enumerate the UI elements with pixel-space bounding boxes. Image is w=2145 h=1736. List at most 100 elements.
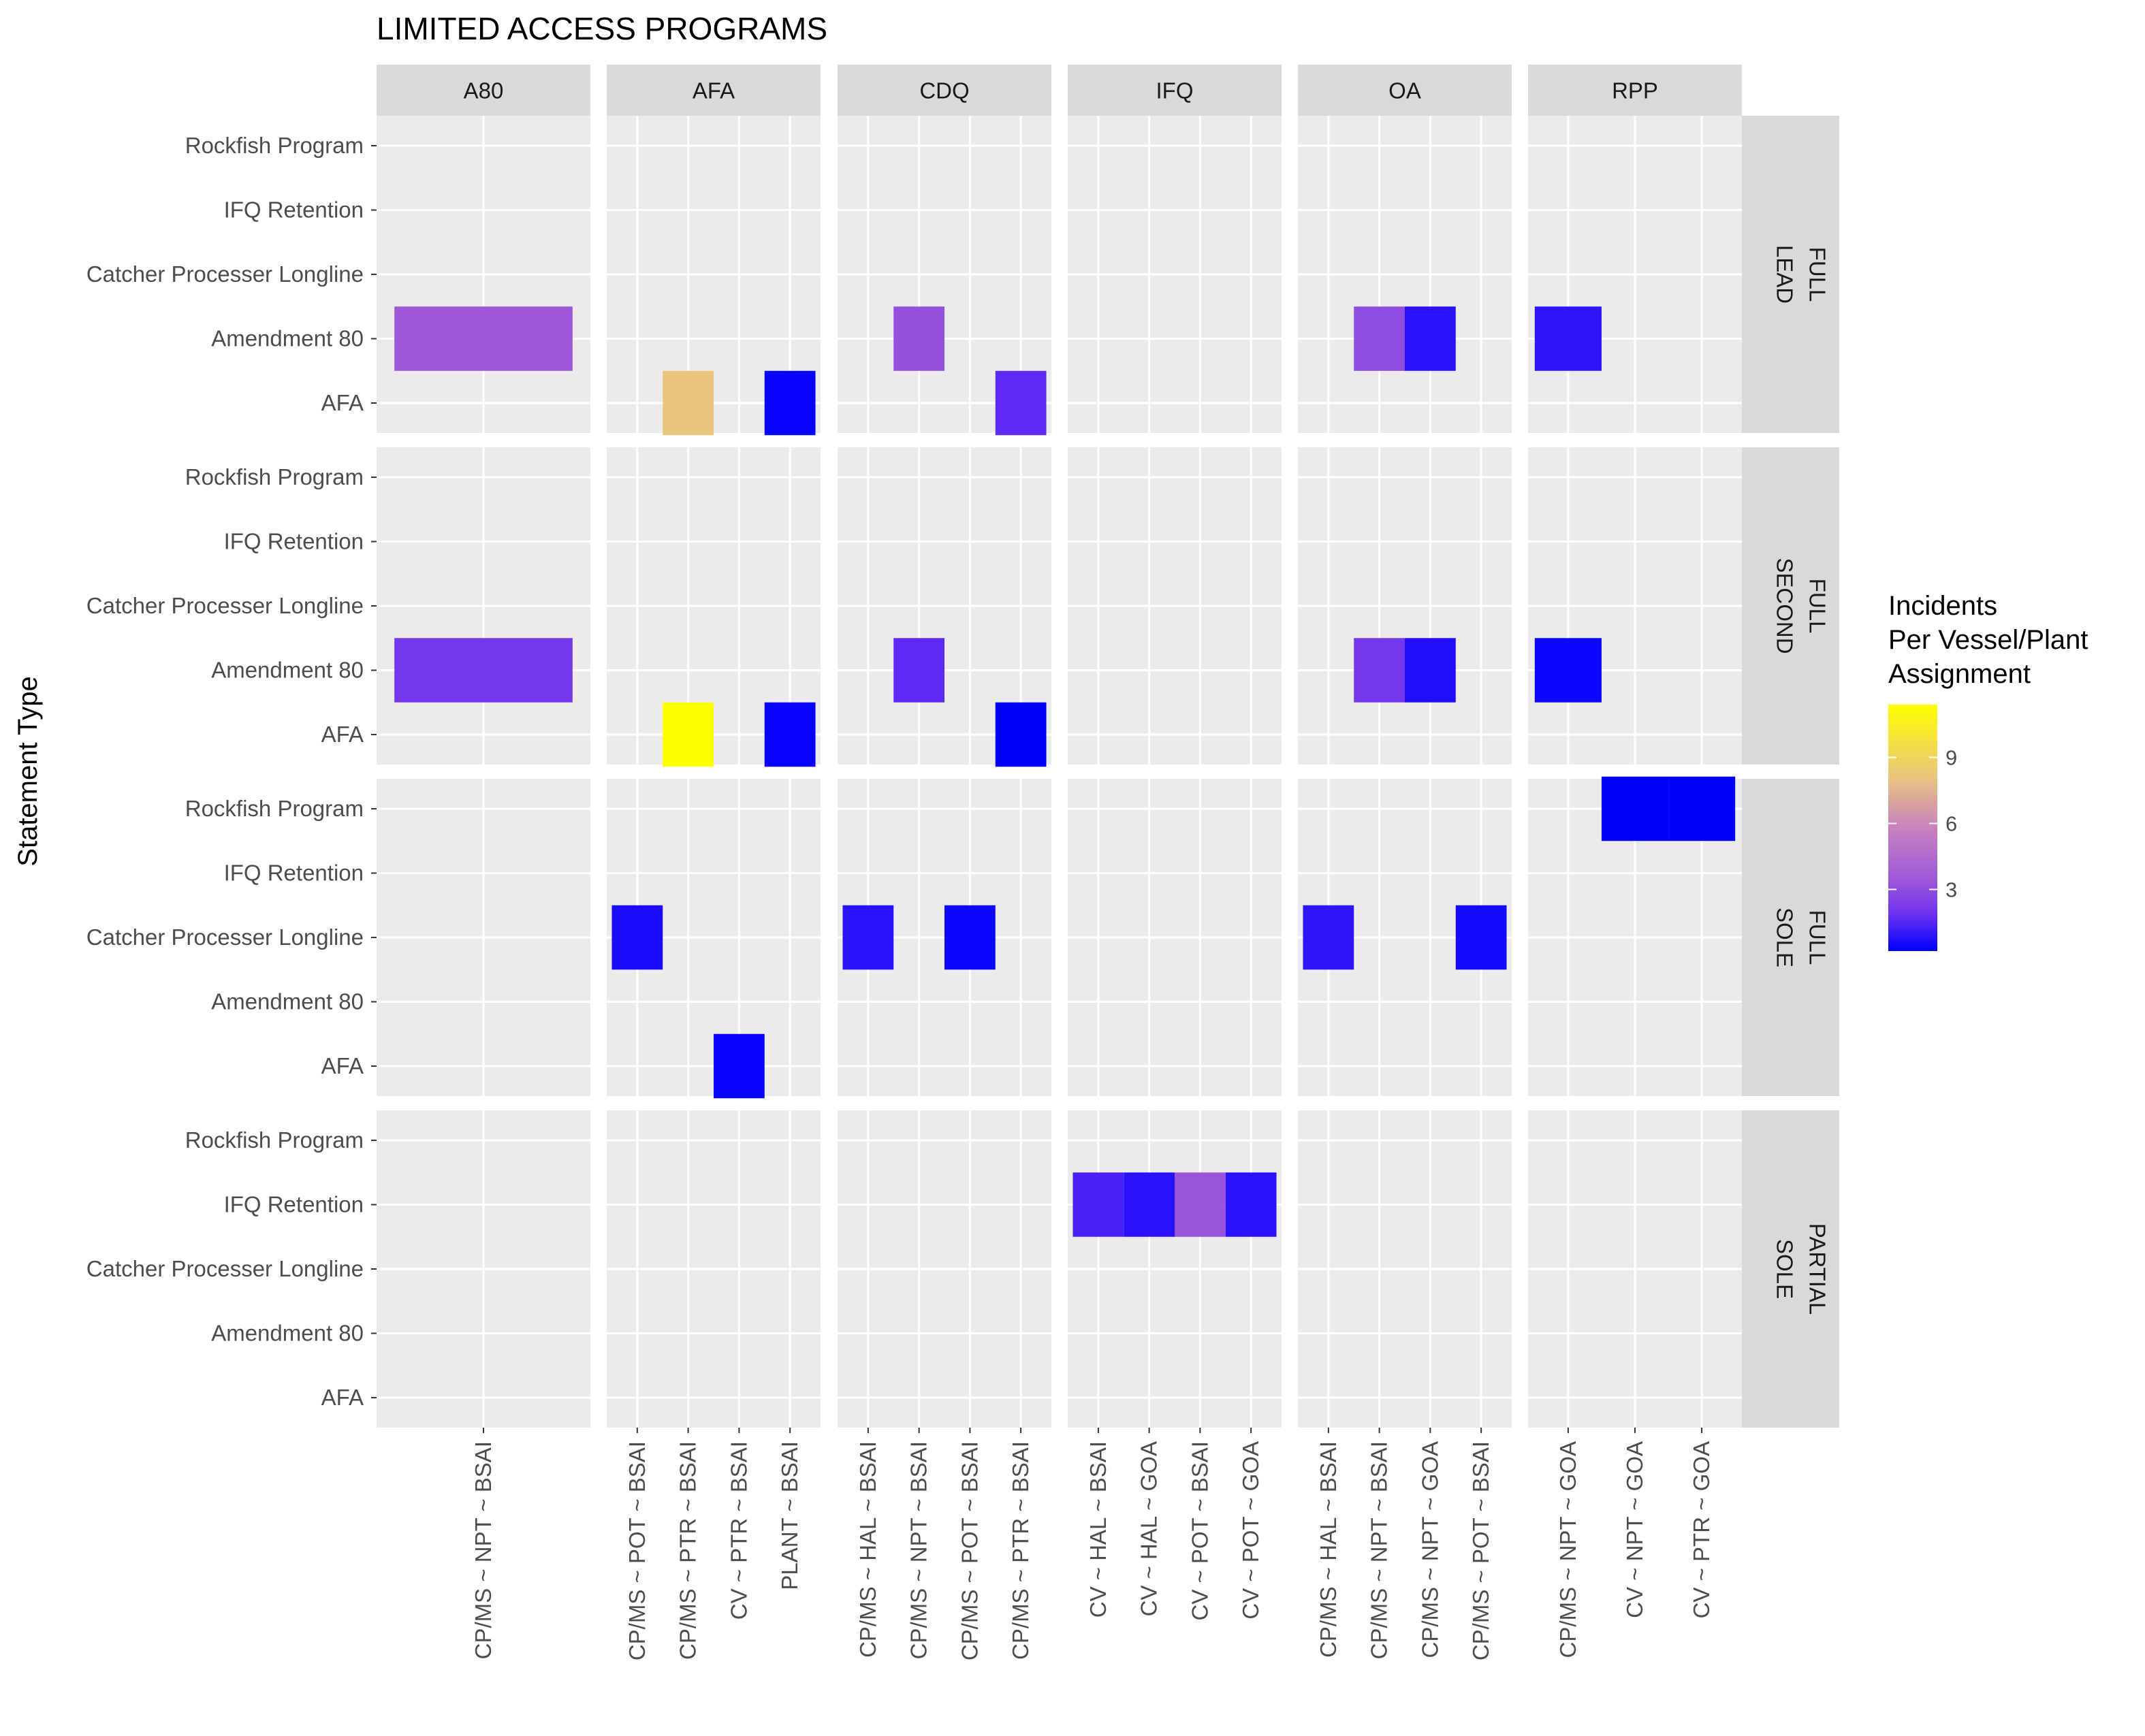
y-tick-label-ifq-retention: IFQ Retention [224,529,364,554]
strip-label: PARTIAL [1805,1223,1830,1315]
strip-label: LEAD [1773,245,1798,304]
y-axis-title: Statement Type [13,676,43,866]
heatmap-cell-full-second-oa-cp-ms-npt-bsai-amendment-80 [1354,638,1405,703]
y-tick-label-ifq-retention: IFQ Retention [224,861,364,886]
legend-tick-label: 3 [1945,878,1957,902]
y-tick-label-afa: AFA [321,1385,364,1410]
panel-full-lead-a80 [377,116,590,433]
heatmap-cell-full-sole-oa-cp-ms-hal-bsai-catcher-processer-longline [1303,905,1354,970]
x-tick-label-afa-cp-ms-pot-bsai: CP/MS ~ POT ~ BSAI [624,1441,650,1660]
y-tick-label-amendment-80: Amendment 80 [211,989,364,1014]
panel-full-second-oa [1298,447,1512,765]
y-tick-label-rockfish-program: Rockfish Program [185,133,364,158]
heatmap-cell-full-second-a80-cp-ms-npt-bsai-amendment-80 [394,638,573,703]
strip-background [1742,1110,1839,1428]
heatmap-cell-partial-sole-ifq-cv-pot-bsai-ifq-retention [1175,1172,1226,1237]
strip-background [1068,65,1282,116]
panel-full-lead-oa [1298,116,1512,433]
x-tick-label-oa-cp-ms-npt-bsai: CP/MS ~ NPT ~ BSAI [1367,1441,1392,1659]
x-tick-label-afa-plant-bsai: PLANT ~ BSAI [777,1441,802,1590]
x-tick-label-oa-cp-ms-npt-goa: CP/MS ~ NPT ~ GOA [1417,1441,1442,1658]
panel-full-second-a80 [377,447,590,765]
heatmap-cell-partial-sole-ifq-cv-hal-bsai-ifq-retention [1072,1172,1124,1237]
facet-strips: A80 AFA CDQ IFQ OA RPP FULL LEAD FULL SECOND FULL S… [377,65,1839,1428]
y-tick-label-afa: AFA [321,390,364,415]
panel-full-sole-ifq [1068,779,1282,1096]
x-tick-label-cdq-cp-ms-ptr-bsai: CP/MS ~ PTR ~ BSAI [1008,1441,1033,1660]
strip-label: SOLE [1773,907,1798,967]
x-tick-label-afa-cp-ms-ptr-bsai: CP/MS ~ PTR ~ BSAI [676,1441,701,1660]
heatmap-cell-full-lead-oa-cp-ms-npt-goa-amendment-80 [1405,306,1456,371]
y-tick-label-rockfish-program: Rockfish Program [185,796,364,821]
panel-partial-sole-rpp [1528,1110,1742,1428]
heatmap-cell-full-sole-rpp-cv-npt-goa-rockfish-program [1601,776,1669,841]
y-tick-label-catcher-processer-longline: Catcher Processer Longline [86,925,364,950]
heatmap-cell-full-sole-rpp-cv-ptr-goa-rockfish-program [1668,776,1736,841]
strip-col-a80: A80 [377,65,590,116]
heatmap-cell-full-lead-rpp-cp-ms-npt-goa-amendment-80 [1534,306,1602,371]
x-tick-label-afa-cv-ptr-bsai: CV ~ PTR ~ BSAI [726,1441,751,1620]
x-axis-ticks: CP/MS ~ NPT ~ BSAI CP/MS ~ POT ~ BSAI CP/M… [471,1428,1714,1660]
heatmap-cell-partial-sole-ifq-cv-pot-goa-ifq-retention [1225,1172,1277,1237]
y-axis-ticks: AFA Amendment 80 Catcher Processer Longlin… [86,133,377,1410]
x-tick-label-a80-cp-ms-npt-bsai: CP/MS ~ NPT ~ BSAI [471,1441,496,1659]
x-tick-label-rpp-cp-ms-npt-goa: CP/MS ~ NPT ~ GOA [1555,1441,1580,1658]
x-tick-label-ifq-cv-hal-bsai: CV ~ HAL ~ BSAI [1085,1441,1111,1618]
x-tick-label-cdq-cp-ms-npt-bsai: CP/MS ~ NPT ~ BSAI [906,1441,932,1659]
strip-background [1528,65,1742,116]
legend-colorbar [1888,705,1937,951]
y-tick-label-rockfish-program: Rockfish Program [185,464,364,489]
strip-background [607,65,821,116]
legend-title-line: Assignment [1888,659,2031,689]
x-tick-label-rpp-cv-ptr-goa: CV ~ PTR ~ GOA [1689,1441,1714,1618]
y-tick-label-amendment-80: Amendment 80 [211,326,364,351]
y-tick-label-rockfish-program: Rockfish Program [185,1127,364,1153]
chart-title: LIMITED ACCESS PROGRAMS [377,11,827,46]
strip-row-full-second: FULL SECOND [1742,447,1839,765]
y-tick-label-catcher-processer-longline: Catcher Processer Longline [86,1256,364,1281]
strip-row-full-sole: FULL SOLE [1742,779,1839,1096]
strip-label: RPP [1612,78,1658,103]
y-tick-label-ifq-retention: IFQ Retention [224,1192,364,1217]
strip-background [1742,447,1839,765]
panel-partial-sole-cdq [838,1110,1051,1428]
heatmap-cell-full-second-rpp-cp-ms-npt-goa-amendment-80 [1534,638,1602,703]
strip-label: SECOND [1773,558,1798,654]
y-tick-label-amendment-80: Amendment 80 [211,1321,364,1346]
y-tick-label-amendment-80: Amendment 80 [211,658,364,683]
panel-partial-sole-afa [607,1110,821,1428]
y-tick-label-ifq-retention: IFQ Retention [224,197,364,223]
strip-col-rpp: RPP [1528,65,1742,116]
heatmap-cell-partial-sole-ifq-cv-hal-goa-ifq-retention [1124,1172,1175,1237]
color-legend: Incidents Per Vessel/Plant Assignment 3 6 9 [1888,591,2088,951]
strip-label: FULL [1805,910,1830,965]
y-tick-label-afa: AFA [321,722,364,747]
panel-grid [377,116,1742,1428]
heatmap-cell-full-lead-oa-cp-ms-npt-bsai-amendment-80 [1354,306,1405,371]
heatmap-cell-full-lead-afa-cp-ms-ptr-bsai-afa [663,370,714,436]
heatmap-cell-full-lead-cdq-cp-ms-npt-bsai-amendment-80 [893,306,944,371]
strip-background [1298,65,1512,116]
heatmap-cell-full-second-afa-cp-ms-ptr-bsai-afa [663,702,714,767]
strip-label: OA [1388,78,1421,103]
panel-full-second-ifq [1068,447,1282,765]
heatmap-cell-full-sole-afa-cp-ms-pot-bsai-catcher-processer-longline [611,905,663,970]
heatmap-cell-full-lead-cdq-cp-ms-ptr-bsai-afa [995,370,1047,436]
heatmap-cell-full-second-oa-cp-ms-npt-goa-amendment-80 [1405,638,1456,703]
x-tick-label-ifq-cv-pot-bsai: CV ~ POT ~ BSAI [1187,1441,1212,1621]
legend-tick-label: 9 [1945,746,1957,770]
strip-label: FULL [1805,579,1830,634]
legend-title-line: Per Vessel/Plant [1888,625,2088,655]
x-tick-label-ifq-cv-hal-goa: CV ~ HAL ~ GOA [1137,1441,1162,1616]
strip-row-full-lead: FULL LEAD [1742,116,1839,433]
heatmap-cell-full-lead-a80-cp-ms-npt-bsai-amendment-80 [394,306,573,371]
heatmap-cell-full-second-cdq-cp-ms-ptr-bsai-afa [995,702,1047,767]
x-tick-label-oa-cp-ms-pot-bsai: CP/MS ~ POT ~ BSAI [1468,1441,1493,1660]
strip-label: IFQ [1156,78,1194,103]
heatmap-cell-full-second-cdq-cp-ms-npt-bsai-amendment-80 [893,638,944,703]
x-tick-label-oa-cp-ms-hal-bsai: CP/MS ~ HAL ~ BSAI [1316,1441,1341,1658]
panel-partial-sole-oa [1298,1110,1512,1428]
strip-col-afa: AFA [607,65,821,116]
x-tick-label-cdq-cp-ms-hal-bsai: CP/MS ~ HAL ~ BSAI [855,1441,880,1658]
